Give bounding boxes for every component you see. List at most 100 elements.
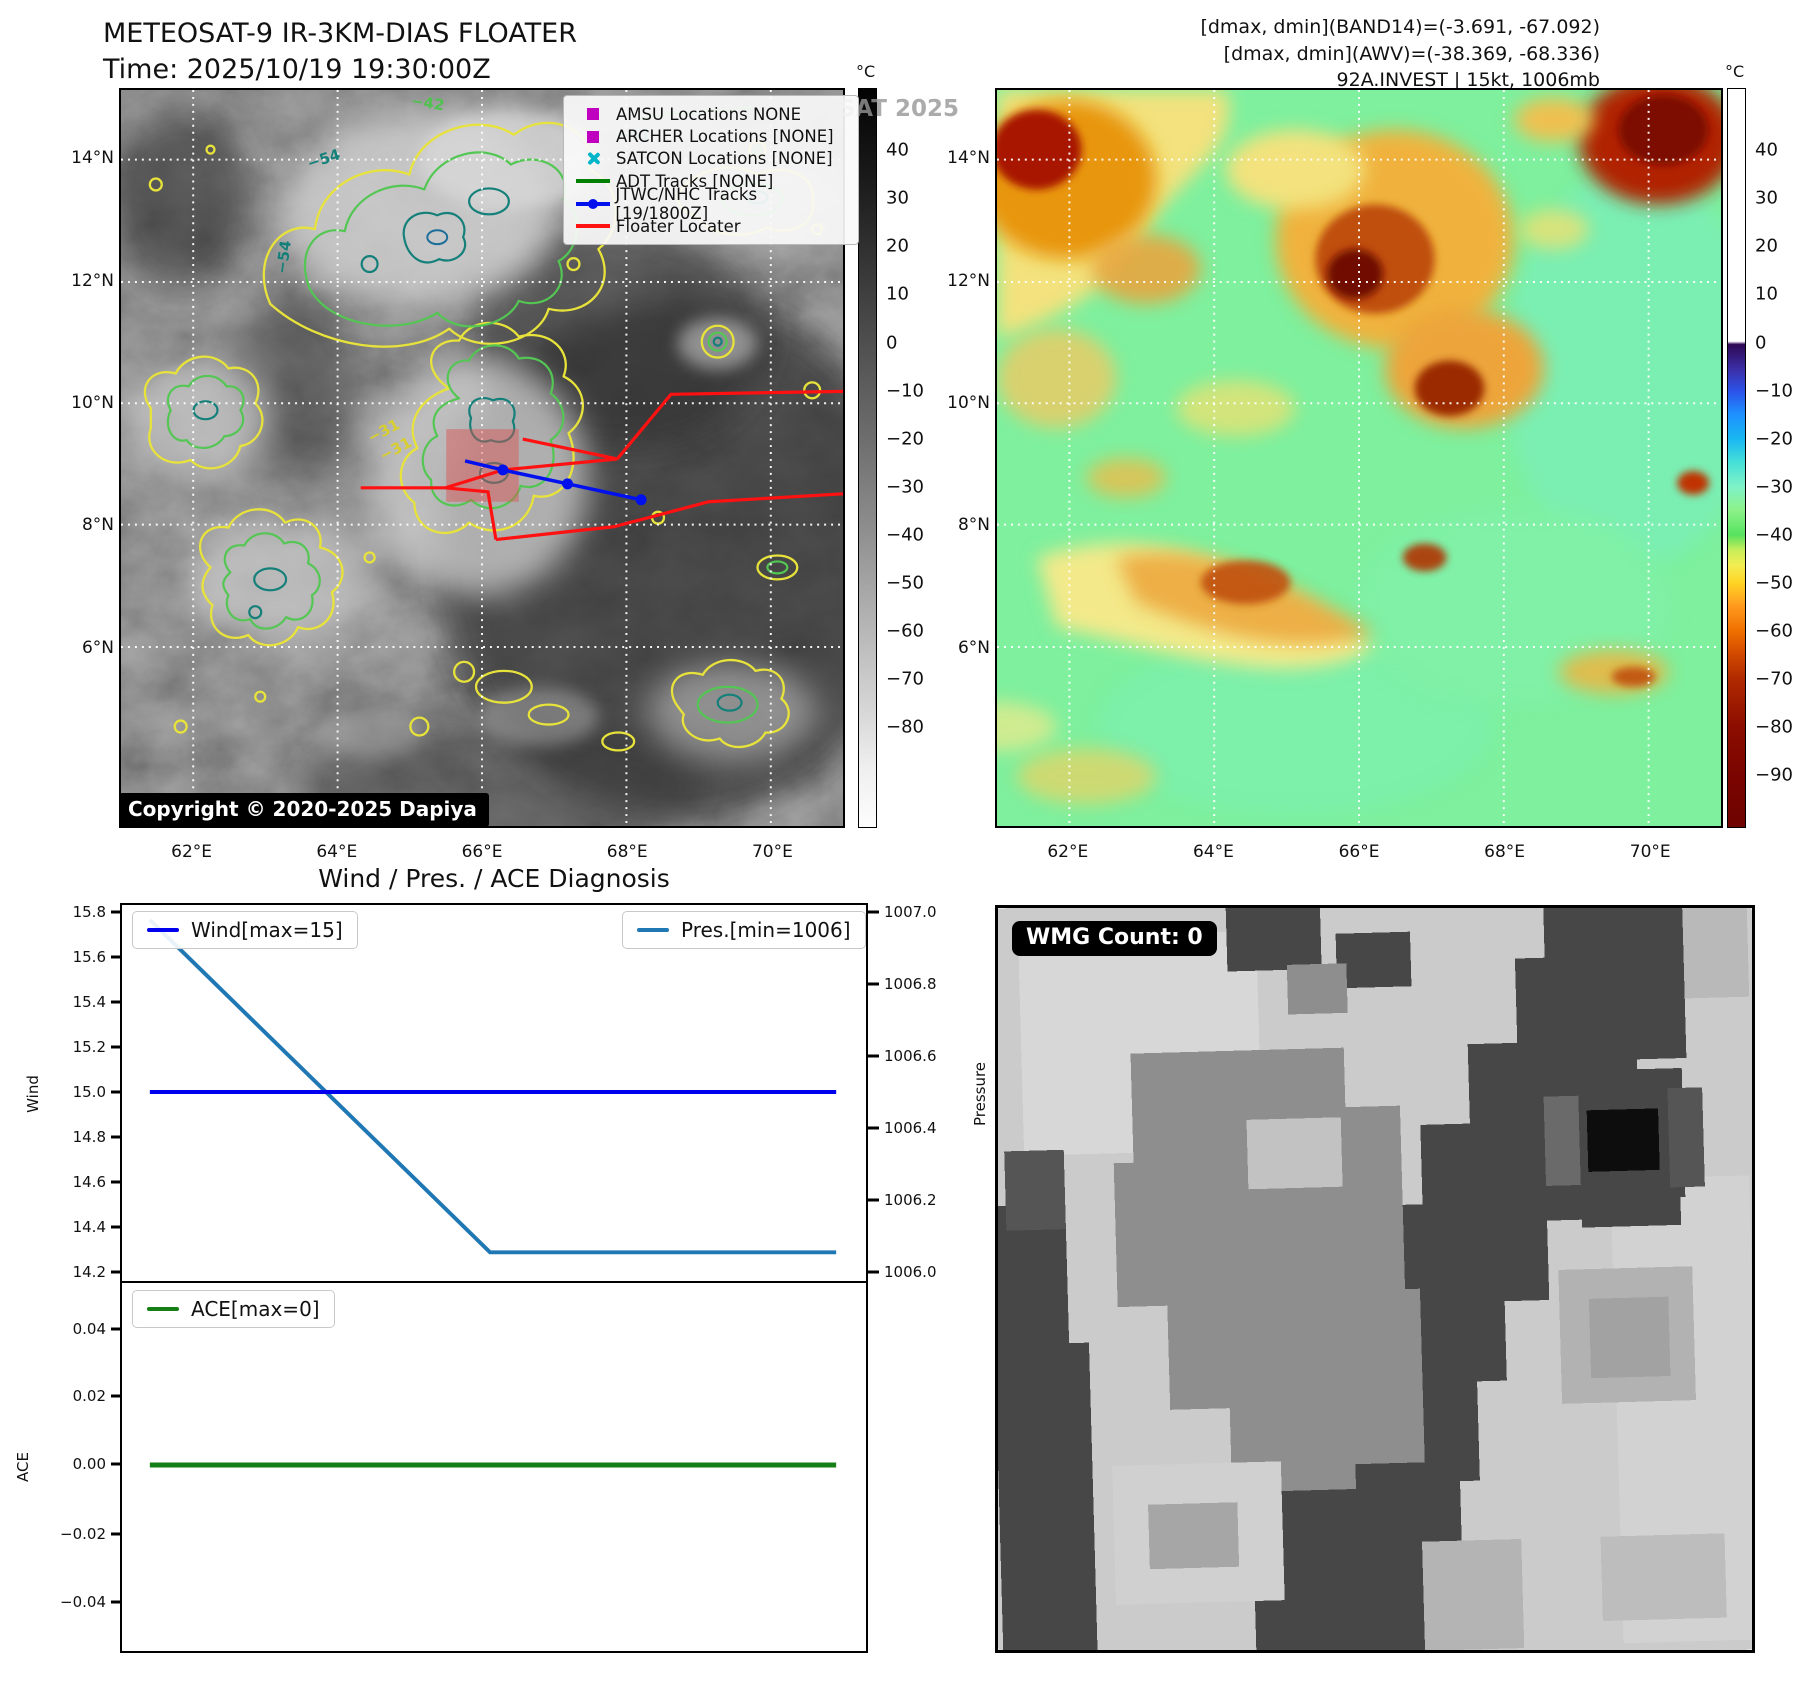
adt-line-icon — [570, 179, 616, 184]
ir-title-block: METEOSAT-9 IR-3KM-DIAS FLOATER Time: 202… — [103, 16, 577, 87]
awv-colorbar-ticks: 40 30 20 10 0 −10 −20 −30 −40 −50 −60 −70 −80 −90 — [1755, 88, 1813, 828]
ir-colorbar — [858, 88, 877, 828]
wind-legend: Wind[max=15] — [132, 911, 358, 949]
awv-colorbar-ticks-6: −20 — [1755, 428, 1793, 450]
awv-colorbar-ticks-8: −40 — [1755, 524, 1793, 546]
awv-colorbar-ticks-0: 40 — [1755, 139, 1778, 161]
ir-colorbar-ticks-10: −60 — [886, 620, 924, 642]
wind-yticks-1: 15.6 — [72, 947, 106, 966]
legend-row-floater: Floater Locater — [570, 215, 852, 237]
ace-legend: ACE[max=0] — [132, 1290, 335, 1328]
ir-colorbar-ticks-9: −50 — [886, 572, 924, 594]
ace-yticks-2: 0.00 — [72, 1455, 106, 1474]
ace-legend-label: ACE[max=0] — [191, 1297, 320, 1321]
awv-lon-ticks-0: 62°E — [1047, 842, 1089, 862]
ir-lat-ticks-1: 12°N — [71, 271, 114, 292]
jtwc-line-dot-icon — [570, 201, 615, 206]
legend-label: JTWC/NHC Tracks [19/1800Z] — [615, 184, 758, 223]
wmg-pixels — [998, 908, 1752, 1650]
ir-colorbar-ticks-1: 30 — [886, 187, 909, 209]
pressure-yticks-5: 1006.0 — [884, 1262, 937, 1281]
ace-yticks-3: −0.02 — [60, 1525, 106, 1544]
awv-header-block: [dmax, dmin](BAND14)=(-3.691, -67.092) [… — [1200, 14, 1600, 94]
ir-gridlines — [121, 90, 843, 826]
wind-yticks-2: 15.4 — [72, 993, 106, 1012]
pressure-yticks-0: 1007.0 — [884, 903, 937, 922]
ir-colorbar-ticks-12: −80 — [886, 716, 924, 738]
awv-lon-ticks: 62°E 64°E 66°E 68°E 70°E — [995, 838, 1723, 862]
pres-legend: Pres.[min=1006] — [622, 911, 866, 949]
ir-lon-ticks-4: 70°E — [751, 842, 793, 862]
awv-colorbar-ticks-4: 0 — [1755, 332, 1767, 354]
ir-colorbar-ticks: 40 30 20 10 0 −10 −20 −30 −40 −50 −60 −70 −80 — [886, 88, 950, 828]
ir-lat-ticks-3: 8°N — [81, 515, 114, 536]
pressure-series-line — [148, 918, 837, 1255]
wind-yticks-4: 15.0 — [72, 1082, 106, 1101]
awv-header-line3: 92A.INVEST | 15kt, 1006mb — [1336, 69, 1600, 92]
awv-cool-tint — [1096, 169, 1721, 817]
awv-colorbar-ticks-13: −90 — [1755, 764, 1793, 786]
legend-row-jtwc: JTWC/NHC Tracks [19/1800Z] — [570, 185, 852, 223]
ace-yticks: 0.04 0.02 0.00 −0.02 −0.04 — [36, 1281, 106, 1653]
pres-legend-label: Pres.[min=1006] — [681, 918, 851, 942]
ace-yticks-1: 0.02 — [72, 1386, 106, 1405]
ir-lat-ticks-0: 14°N — [71, 148, 114, 169]
awv-header-line1: [dmax, dmin](BAND14)=(-3.691, -67.092) — [1200, 16, 1600, 38]
wind-yticks-6: 14.6 — [72, 1172, 106, 1191]
legend-row-archer: ARCHER Locations [NONE] — [570, 125, 852, 147]
copyright-badge: Copyright © 2020-2025 Dapiya — [119, 793, 489, 827]
awv-satellite-map — [995, 88, 1723, 828]
ace-axis-label: ACE — [13, 1452, 32, 1482]
awv-lat-ticks-0: 14°N — [947, 148, 990, 169]
ir-colorbar-ticks-2: 20 — [886, 235, 909, 257]
awv-lat-ticks-2: 10°N — [947, 393, 990, 414]
awv-header-line2: [dmax, dmin](AWV)=(-38.369, -68.336) — [1223, 42, 1600, 65]
ir-colorbar-ticks-0: 40 — [886, 139, 909, 161]
ir-colorbar-ticks-8: −40 — [886, 524, 924, 546]
ir-colorbar-ticks-7: −30 — [886, 476, 924, 498]
awv-colorbar-ticks-10: −60 — [1755, 620, 1793, 642]
pressure-axis-label: Pressure — [971, 1061, 990, 1127]
ace-legend-line-icon — [147, 1306, 179, 1312]
ir-lat-ticks-2: 10°N — [71, 393, 114, 414]
awv-colorbar — [1727, 88, 1746, 828]
ir-time: Time: 2025/10/19 19:30:00Z — [103, 53, 491, 85]
wind-yticks-8: 14.2 — [72, 1262, 106, 1281]
awv-lat-ticks-3: 8°N — [957, 515, 990, 536]
ir-lon-ticks-1: 64°E — [316, 842, 358, 862]
awv-colorbar-ticks-3: 10 — [1755, 283, 1778, 305]
awv-colorbar-ticks-12: −80 — [1755, 716, 1793, 738]
ir-lat-ticks-4: 6°N — [81, 638, 114, 659]
ir-colorbar-ticks-3: 10 — [886, 283, 909, 305]
awv-colorbar-ticks-5: −10 — [1755, 380, 1793, 402]
ir-colorbar-ticks-5: −10 — [886, 380, 924, 402]
awv-lat-ticks-4: 6°N — [957, 638, 990, 659]
awv-lon-ticks-4: 70°E — [1629, 842, 1671, 862]
ace-yticks-0: 0.04 — [72, 1320, 106, 1339]
ir-lon-ticks: 62°E 64°E 66°E 68°E 70°E — [119, 838, 845, 862]
wind-pressure-chart — [120, 903, 868, 1283]
awv-gridlines — [997, 90, 1721, 826]
awv-lon-ticks-3: 68°E — [1484, 842, 1526, 862]
wind-yticks-5: 14.8 — [72, 1128, 106, 1147]
contour-blue-core — [426, 229, 449, 246]
wind-legend-line-icon — [147, 927, 179, 933]
wind-pressure-plot — [148, 918, 837, 1255]
legend-row-amsu: AMSU Locations NONE — [570, 103, 852, 125]
awv-lon-ticks-2: 66°E — [1338, 842, 1380, 862]
legend-label: ARCHER Locations [NONE] — [616, 127, 834, 147]
floater-locater-lines — [360, 389, 843, 542]
awv-colorbar-ticks-2: 20 — [1755, 235, 1778, 257]
ir-colorbar-ticks-6: −20 — [886, 428, 924, 450]
awv-colorbar-ticks-9: −50 — [1755, 572, 1793, 594]
ir-colorbar-unit: °C — [856, 62, 876, 81]
pressure-yticks-1: 1006.8 — [884, 974, 937, 993]
wind-yticks-0: 15.8 — [72, 903, 106, 922]
ir-lon-ticks-2: 66°E — [461, 842, 503, 862]
awv-colorbar-ticks-7: −30 — [1755, 476, 1793, 498]
ir-lon-ticks-0: 62°E — [171, 842, 213, 862]
legend-row-satcon: SATCON Locations [NONE] — [570, 148, 852, 170]
awv-lat-ticks: 14°N 12°N 10°N 8°N 6°N — [938, 88, 990, 828]
ir-map-legend: AMSU Locations NONE ARCHER Locations [NO… — [563, 95, 859, 246]
legend-label: Floater Locater — [616, 216, 741, 236]
